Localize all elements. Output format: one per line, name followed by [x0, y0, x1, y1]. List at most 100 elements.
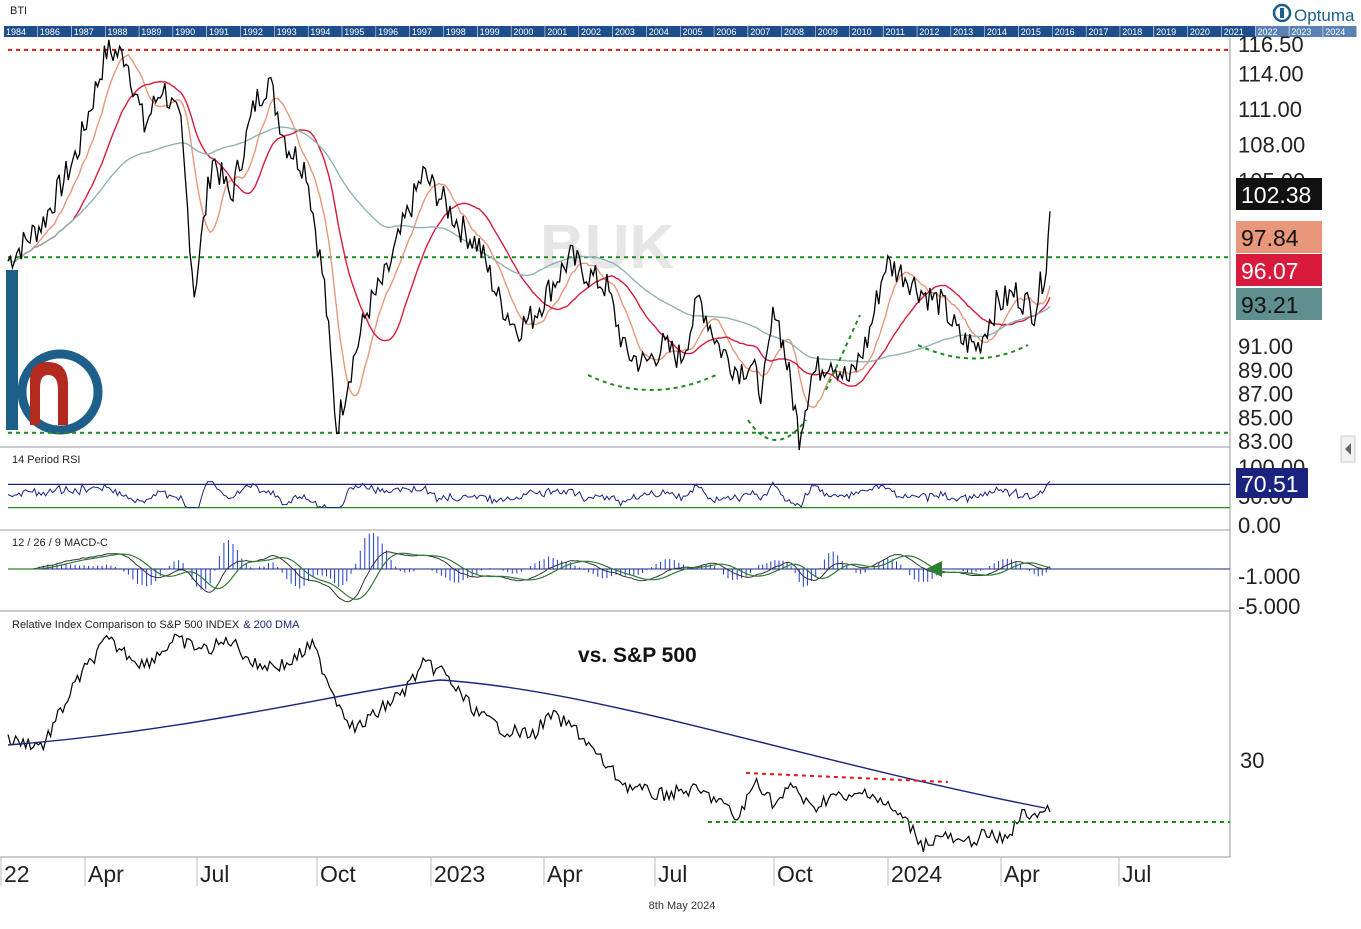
year-cell[interactable]: [1221, 26, 1255, 37]
year-label: 2004: [649, 27, 669, 37]
year-header-bar: 1984 1986 1987 1988 1989 1990 1991 1992 1993 1994…: [4, 26, 1357, 37]
right-shoulder-arc: [917, 344, 1029, 360]
macd-tick-label: -5.000: [1238, 594, 1300, 619]
year-cell[interactable]: [443, 26, 477, 37]
year-cell[interactable]: [173, 26, 207, 37]
ma-slow-line: [7, 126, 1051, 363]
year-cell[interactable]: [207, 26, 241, 37]
price-axis-ticks: 116.50114.00111.00108.00105.0091.0089.00…: [1238, 32, 1305, 454]
year-cell[interactable]: [1289, 26, 1323, 37]
year-cell[interactable]: [1255, 26, 1289, 37]
year-cell[interactable]: [815, 26, 850, 37]
x-tick-label: Jul: [200, 861, 229, 887]
x-tick-label: Jul: [658, 861, 687, 887]
year-label: 2022: [1258, 27, 1278, 37]
relative-resistance-line: [745, 772, 949, 783]
year-cell[interactable]: [748, 26, 782, 37]
year-label: 2003: [615, 27, 635, 37]
chevron-left-icon[interactable]: [1340, 435, 1356, 463]
relative-annotation: vs. S&P 500: [578, 644, 697, 667]
year-cell[interactable]: [1120, 26, 1154, 37]
x-tick-label: Oct: [777, 861, 813, 887]
price-tick-label: 87.00: [1238, 382, 1293, 407]
price-tick-label: 89.00: [1238, 358, 1293, 383]
x-axis: 22 Apr Jul Oct 2023 Apr Jul Oct 2024 Apr Jul: [0, 857, 1151, 887]
badge-rsi: 70.51: [1236, 468, 1308, 498]
footer-date: 8th May 2024: [649, 900, 716, 912]
year-label: 2015: [1021, 27, 1041, 37]
x-tick-label: Oct: [320, 861, 356, 887]
symbol-label: BTI: [10, 5, 27, 17]
x-tick-label: 2024: [891, 861, 942, 887]
year-label: 2019: [1156, 27, 1176, 37]
year-label: 2006: [716, 27, 736, 37]
year-cell[interactable]: [545, 26, 579, 37]
year-cell[interactable]: [511, 26, 545, 37]
year-label: 2005: [683, 27, 703, 37]
year-cell[interactable]: [1323, 26, 1357, 37]
year-cell[interactable]: [579, 26, 613, 37]
price-tick-label: 108.00: [1238, 133, 1305, 158]
x-tick-label: 22: [4, 861, 30, 887]
year-cell[interactable]: [240, 26, 275, 37]
svg-text:70.51: 70.51: [1241, 471, 1299, 497]
year-cell[interactable]: [782, 26, 816, 37]
year-cell[interactable]: [646, 26, 680, 37]
year-cell[interactable]: [883, 26, 917, 37]
price-tick-label: 83.00: [1238, 429, 1293, 454]
brand-label: Optuma: [1294, 6, 1355, 25]
year-cell[interactable]: [680, 26, 714, 37]
year-label: 1996: [378, 27, 398, 37]
year-cell[interactable]: [376, 26, 410, 37]
year-cell[interactable]: [409, 26, 444, 37]
year-label: 2009: [818, 27, 838, 37]
relative-title: Relative Index Comparison to S&P 500 IND…: [12, 619, 300, 631]
moving-averages: [7, 54, 1051, 409]
year-cell[interactable]: [849, 26, 883, 37]
year-cell[interactable]: [1154, 26, 1188, 37]
year-cell[interactable]: [951, 26, 985, 37]
relative-title-main: Relative Index Comparison to S&P 500 IND…: [12, 619, 240, 631]
year-label: 2011: [886, 27, 905, 37]
ma-mid-line: [7, 80, 1051, 387]
year-cell[interactable]: [612, 26, 647, 37]
year-cell[interactable]: [274, 26, 308, 37]
year-label: 2010: [852, 27, 872, 37]
price-tick-label: 111.00: [1238, 97, 1302, 122]
year-cell[interactable]: [37, 26, 72, 37]
year-cell[interactable]: [1018, 26, 1053, 37]
year-cell[interactable]: [1052, 26, 1086, 37]
year-cell[interactable]: [477, 26, 511, 37]
year-label: 2014: [987, 27, 1007, 37]
year-cell[interactable]: [4, 26, 38, 37]
year-cell[interactable]: [71, 26, 105, 37]
year-cell[interactable]: [984, 26, 1019, 37]
year-cell[interactable]: [1187, 26, 1222, 37]
year-cell[interactable]: [1086, 26, 1120, 37]
year-cell[interactable]: [342, 26, 376, 37]
year-label: 2013: [953, 27, 973, 37]
year-label: 2018: [1122, 27, 1142, 37]
triangle-left-icon: [926, 561, 942, 577]
badge-last-price: 102.38: [1236, 178, 1322, 210]
price-tick-label: 91.00: [1238, 334, 1293, 359]
pattern-annotations: [587, 314, 1029, 441]
reference-lines: [8, 48, 1230, 434]
relative-title-suffix: & 200 DMA: [243, 619, 300, 631]
x-tick-label: Apr: [1004, 861, 1040, 887]
badge-ma-slow: 93.21: [1236, 288, 1322, 320]
relative-line: [7, 633, 1051, 853]
year-cell[interactable]: [105, 26, 139, 37]
year-label: 1995: [344, 27, 364, 37]
macd-line: [8, 551, 1051, 603]
year-cell[interactable]: [714, 26, 748, 37]
year-cell[interactable]: [308, 26, 342, 37]
price-tick-label: 114.00: [1238, 62, 1304, 87]
head-arc: [747, 419, 807, 441]
year-cell[interactable]: [917, 26, 951, 37]
year-label: 2021: [1224, 27, 1244, 37]
year-cell[interactable]: [139, 26, 173, 37]
year-label: 1993: [277, 27, 297, 37]
